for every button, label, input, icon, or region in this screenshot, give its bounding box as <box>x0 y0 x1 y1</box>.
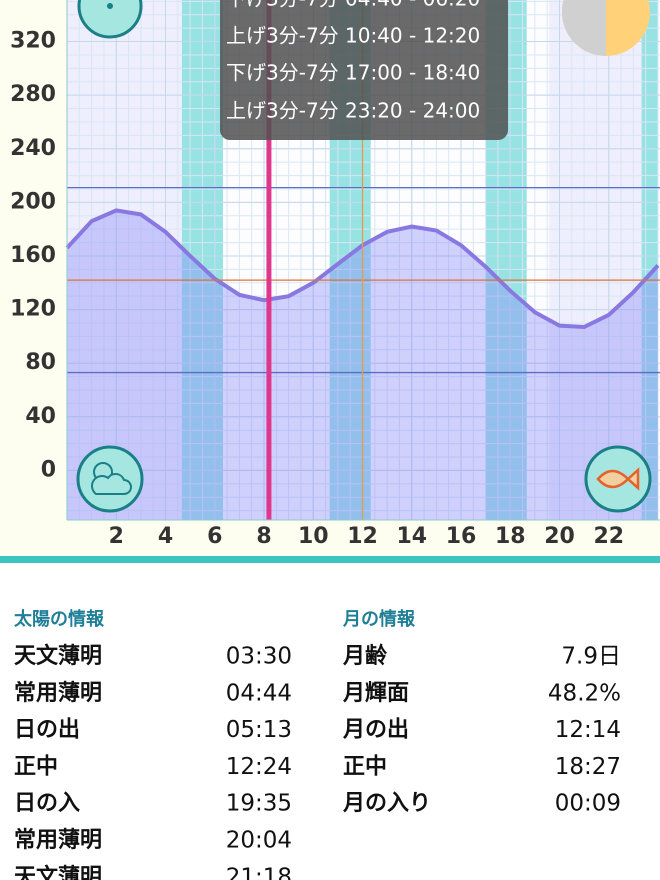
info-label: 天文薄明 <box>14 643 102 669</box>
x-tick-label: 12 <box>347 524 378 549</box>
info-value: 48.2% <box>548 680 621 706</box>
tooltip-line: 上げ3分-7分 10:40 - 12:20 <box>226 24 480 48</box>
tooltip <box>220 0 508 140</box>
x-tick-label: 10 <box>298 524 329 549</box>
info-value: 00:09 <box>555 791 621 817</box>
x-tick-label: 14 <box>396 524 427 549</box>
x-tick-label: 6 <box>207 524 222 549</box>
moon-shadow <box>562 0 606 56</box>
info-value: 03:30 <box>226 644 292 670</box>
tooltip-line: 上げ3分-7分 23:20 - 24:00 <box>226 99 480 123</box>
fish-icon <box>596 467 640 491</box>
info-value: 18:27 <box>555 754 621 780</box>
y-tick-label: 160 <box>10 243 56 268</box>
x-tick-label: 4 <box>158 524 173 549</box>
info-value: 7.9日 <box>561 644 621 670</box>
y-tick-label: 0 <box>41 457 56 482</box>
y-tick-label: 320 <box>10 29 56 54</box>
info-label: 日の入 <box>14 791 80 816</box>
x-tick-label: 20 <box>544 524 575 549</box>
info-label: 常用薄明 <box>14 680 102 706</box>
info-label: 月輝面 <box>342 681 409 706</box>
menu-dot <box>107 3 113 9</box>
x-tick-label: 18 <box>495 524 526 549</box>
x-tick-label: 16 <box>446 524 477 549</box>
info-value: 20:04 <box>226 828 292 854</box>
info-value: 12:24 <box>226 754 292 780</box>
divider <box>0 556 660 563</box>
section-title: 月の情報 <box>342 608 416 630</box>
y-tick-label: 280 <box>10 82 56 107</box>
menu-button[interactable] <box>77 0 143 39</box>
weather-icon <box>91 473 132 495</box>
night-shade <box>549 0 658 520</box>
info-value: 19:35 <box>226 791 292 817</box>
y-tick-label: 200 <box>10 189 56 214</box>
tooltip-line: 下げ3分-7分 04:40 - 06:20 <box>226 0 480 11</box>
y-tick-label: 120 <box>10 297 56 322</box>
x-tick-label: 8 <box>256 524 271 549</box>
info-label: 月の入り <box>342 791 431 816</box>
y-tick-label: 80 <box>25 350 56 375</box>
info-label: 正中 <box>14 754 58 779</box>
night-shade <box>67 0 196 520</box>
info-label: 天文薄明 <box>14 864 102 880</box>
info-value: 21:18 <box>226 864 292 880</box>
y-tick-label: 40 <box>25 404 56 429</box>
info-label: 日の出 <box>14 718 80 743</box>
info-value: 05:13 <box>226 717 292 743</box>
info-value: 12:14 <box>555 717 621 743</box>
y-tick-label: 240 <box>10 136 56 161</box>
section-title: 太陽の情報 <box>14 608 105 630</box>
info-label: 正中 <box>343 754 387 779</box>
info-label: 月齢 <box>342 643 388 669</box>
x-tick-label: 2 <box>109 524 124 549</box>
info-label: 月の出 <box>342 718 409 743</box>
x-tick-label: 22 <box>593 524 624 549</box>
info-value: 04:44 <box>226 680 292 706</box>
info-label: 常用薄明 <box>14 827 102 853</box>
tooltip-line: 下げ3分-7分 17:00 - 18:40 <box>226 61 480 85</box>
